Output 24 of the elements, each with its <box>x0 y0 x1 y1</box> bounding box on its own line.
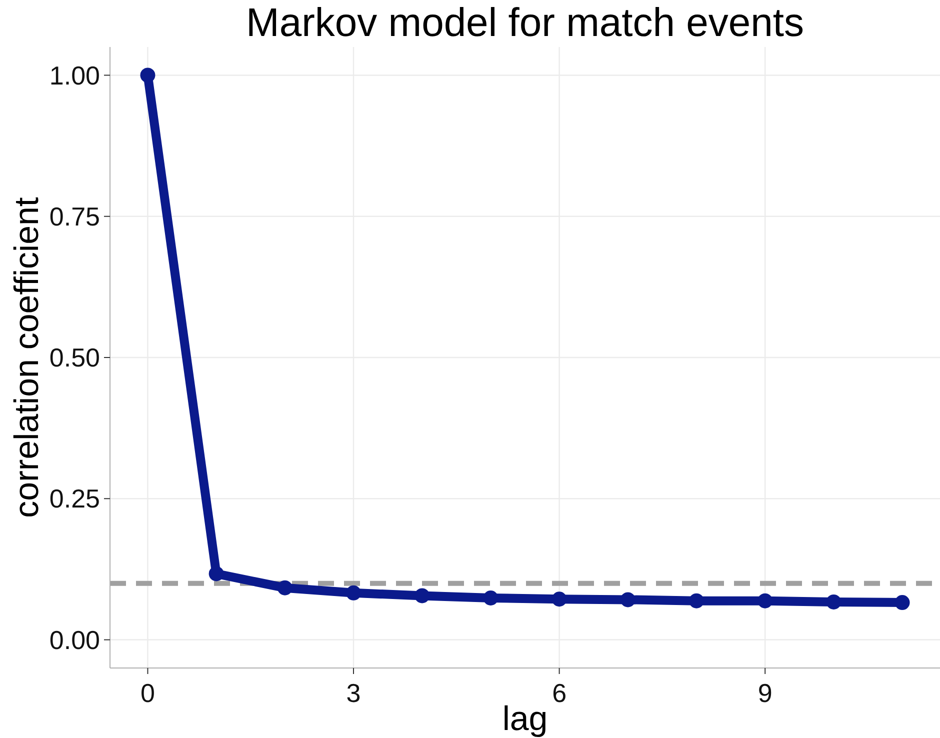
x-tick-label: 3 <box>346 678 361 708</box>
point <box>826 594 842 610</box>
y-tick-label: 1.00 <box>49 60 100 90</box>
point <box>208 566 224 582</box>
point <box>346 585 362 600</box>
point <box>140 68 156 83</box>
y-tick-label: 0.75 <box>49 201 100 232</box>
point <box>620 592 636 608</box>
point <box>483 590 498 606</box>
y-axis-title: correlation coefficient <box>8 196 46 518</box>
x-tick-label: 9 <box>758 678 772 708</box>
x-tick-label: 6 <box>552 678 567 708</box>
chart-title: Markov model for match events <box>246 1 804 45</box>
point <box>277 580 292 596</box>
x-tick-label: 0 <box>140 678 155 708</box>
point <box>552 592 567 607</box>
point <box>894 595 910 610</box>
x-axis-title: lag <box>502 700 548 738</box>
point <box>414 588 430 604</box>
y-tick-label: 0.00 <box>49 624 100 655</box>
y-tick-label: 0.25 <box>49 484 100 514</box>
point <box>758 593 773 608</box>
y-tick-label: 0.50 <box>49 342 100 373</box>
point <box>688 593 704 608</box>
